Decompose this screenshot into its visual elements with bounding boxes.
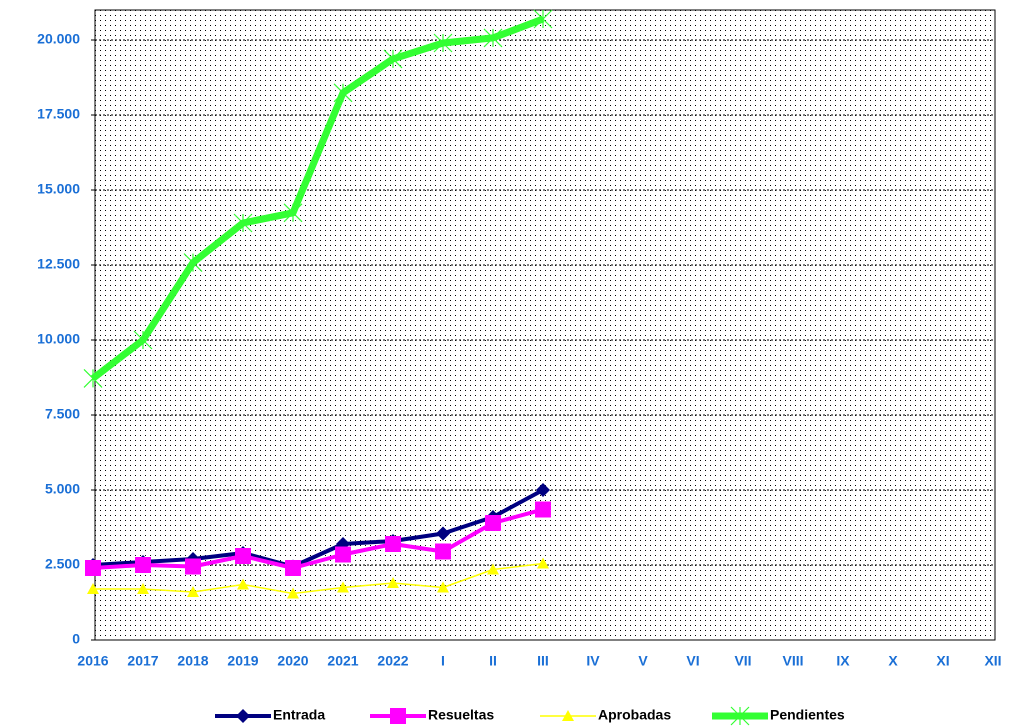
- legend-label: Resueltas: [428, 707, 494, 723]
- y-tick-label: 17.500: [37, 106, 80, 122]
- y-tick-label: 0: [72, 631, 80, 647]
- data-point: [337, 581, 349, 593]
- legend-label: Entrada: [273, 707, 325, 723]
- x-tick-label: 2016: [77, 653, 108, 669]
- y-tick-label: 12.500: [37, 256, 80, 272]
- legend-marker: [236, 709, 250, 723]
- x-tick-label: 2020: [277, 653, 308, 669]
- data-point: [533, 9, 553, 29]
- y-tick-label: 10.000: [37, 331, 80, 347]
- series-line: [92, 488, 544, 569]
- x-tick-label: 2017: [127, 653, 158, 669]
- data-point: [87, 583, 99, 594]
- x-tick-label: V: [638, 653, 648, 669]
- data-point: [387, 577, 399, 588]
- data-point: [237, 578, 249, 590]
- y-tick-label: 15.000: [37, 181, 80, 197]
- x-tick-label: IV: [586, 653, 600, 669]
- y-tick-label: 2.500: [45, 556, 80, 572]
- data-point: [333, 83, 353, 103]
- data-point: [137, 583, 149, 594]
- legend-marker: [730, 706, 750, 726]
- data-point: [383, 49, 403, 69]
- y-tick-label: 20.000: [37, 31, 80, 47]
- plot-area: [94, 9, 996, 641]
- data-point: [335, 546, 351, 563]
- y-tick-label: 5.000: [45, 481, 80, 497]
- data-point: [535, 501, 551, 518]
- x-tick-label: IX: [836, 653, 850, 669]
- x-tick-label: XI: [936, 653, 949, 669]
- data-point: [185, 558, 201, 575]
- x-tick-label: 2019: [227, 653, 258, 669]
- data-point: [187, 586, 199, 597]
- data-point: [85, 560, 101, 576]
- data-point: [433, 33, 453, 53]
- data-point: [283, 203, 303, 223]
- data-point: [437, 581, 449, 593]
- x-tick-label: VI: [686, 653, 699, 669]
- series-line: [90, 15, 545, 382]
- data-point: [487, 563, 499, 575]
- data-point: [183, 253, 203, 273]
- x-tick-label: III: [537, 653, 549, 669]
- x-tick-label: XII: [984, 653, 1001, 669]
- data-point: [537, 557, 549, 569]
- x-tick-label: I: [441, 653, 445, 669]
- x-tick-label: 2018: [177, 653, 208, 669]
- legend-marker: [562, 710, 574, 721]
- y-tick-label: 7.500: [45, 406, 80, 422]
- data-point: [485, 515, 501, 531]
- series-line: [92, 507, 544, 570]
- data-point: [233, 213, 253, 233]
- data-point: [133, 330, 153, 350]
- data-point: [135, 557, 151, 573]
- x-tick-label: X: [888, 653, 898, 669]
- legend-label: Aprobadas: [598, 707, 671, 723]
- data-point: [536, 483, 550, 497]
- x-tick-label: VIII: [782, 653, 803, 669]
- data-point: [235, 548, 251, 564]
- legend-marker: [390, 708, 406, 724]
- legend-label: Pendientes: [770, 707, 845, 723]
- data-point: [435, 543, 451, 560]
- data-point: [285, 560, 301, 576]
- x-tick-label: 2021: [327, 653, 358, 669]
- data-point: [287, 587, 299, 599]
- x-tick-label: VII: [734, 653, 751, 669]
- data-point: [385, 536, 401, 552]
- data-point: [436, 526, 450, 541]
- data-point: [83, 368, 103, 388]
- data-point: [483, 28, 503, 48]
- series-line: [93, 562, 544, 595]
- x-tick-label: 2022: [377, 653, 408, 669]
- x-tick-label: II: [489, 653, 497, 669]
